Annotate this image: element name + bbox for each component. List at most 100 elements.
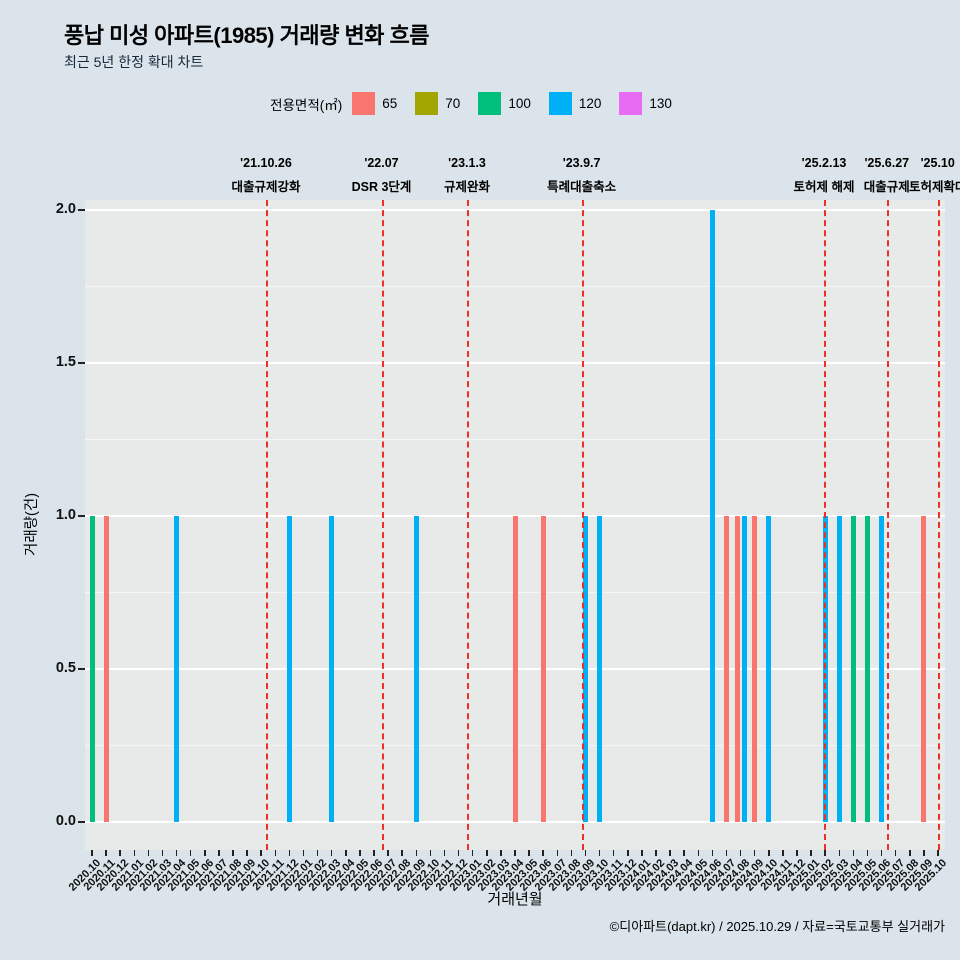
x-tick-mark — [218, 850, 220, 856]
x-tick-mark — [937, 850, 939, 856]
x-tick-mark — [500, 850, 502, 856]
gridline-major — [85, 362, 945, 364]
x-tick-mark — [316, 850, 319, 856]
event-label-'21.10.26: 대출규제강화 — [231, 180, 301, 194]
bar-2024.07-size-65 — [723, 516, 729, 822]
x-tick-mark — [641, 850, 643, 856]
x-tick-mark — [782, 850, 784, 856]
x-tick-mark — [866, 850, 869, 856]
x-axis-title: 거래년월 — [487, 891, 543, 908]
event-label-'23.9.7: 특례대출축소 — [547, 180, 617, 194]
x-tick-mark — [683, 850, 685, 856]
y-tick-label-0.0: 0.0 — [55, 813, 76, 829]
x-tick-mark — [443, 850, 446, 856]
x-tick-mark — [91, 850, 93, 856]
x-tick-mark — [401, 850, 403, 856]
x-tick-mark — [147, 850, 150, 856]
chart-caption: ©디아파트(dapt.kr) / 2025.10.29 / 자료=국토교통부 실… — [609, 919, 945, 934]
legend-swatch-70 — [415, 92, 439, 115]
legend-item-100: 100 — [478, 92, 531, 115]
legend-swatch-130 — [619, 92, 643, 115]
event-date-'23.1.3: '23.1.3 — [448, 156, 486, 170]
bar-2025.05-size-100 — [864, 516, 870, 822]
x-tick-mark — [852, 850, 855, 856]
legend-item-65: 65 — [352, 92, 397, 115]
x-tick-mark — [373, 850, 375, 856]
x-tick-mark — [175, 850, 178, 856]
x-tick-mark — [260, 850, 262, 856]
bar-2024.10-size-120 — [766, 516, 772, 822]
legend-swatch-100 — [478, 92, 502, 115]
x-tick-mark — [457, 850, 460, 856]
gridline-minor — [85, 439, 945, 440]
y-tick-mark — [78, 362, 85, 364]
bar-2021.12-size-120 — [286, 516, 292, 822]
x-tick-mark — [486, 850, 488, 856]
y-tick-label-2.0: 2.0 — [55, 201, 76, 217]
event-label-'25.6.27: 대출규제 — [863, 180, 910, 194]
x-tick-mark — [429, 850, 432, 856]
x-tick-mark — [345, 850, 347, 856]
event-date-'22.07: '22.07 — [364, 156, 399, 170]
event-date-'25.2.13: '25.2.13 — [801, 156, 847, 170]
x-tick-mark — [105, 850, 107, 856]
y-tick-label-1.0: 1.0 — [55, 507, 76, 523]
x-tick-mark — [612, 850, 615, 856]
bar-2022.03-size-120 — [329, 516, 335, 822]
x-tick-mark — [288, 850, 291, 856]
bar-2024.09-size-65 — [752, 516, 758, 822]
x-tick-mark — [528, 850, 530, 856]
x-tick-mark — [669, 850, 671, 856]
legend-label-65: 65 — [382, 96, 398, 111]
x-tick-mark — [330, 850, 333, 856]
x-tick-mark — [711, 850, 714, 856]
x-tick-mark — [302, 850, 305, 856]
x-tick-mark — [838, 850, 840, 856]
legend-title: 전용면적(㎡) — [270, 97, 343, 113]
event-label-'22.07: DSR 3단계 — [351, 180, 412, 194]
event-line-'23.9.7 — [581, 200, 584, 850]
event-date-'25.10: '25.10 — [920, 156, 955, 170]
bar-2020.11-size-65 — [103, 516, 109, 822]
x-tick-mark — [697, 850, 700, 856]
bar-2025.04-size-100 — [850, 516, 856, 822]
event-date-'23.9.7: '23.9.7 — [562, 156, 601, 170]
x-tick-mark — [880, 850, 883, 856]
x-tick-mark — [387, 850, 389, 856]
event-label-'25.10: 토허제확대 — [908, 180, 960, 194]
x-tick-mark — [753, 850, 756, 856]
event-line-'25.6.27 — [886, 200, 889, 850]
legend: 전용면적(㎡) 65 70 100 120 130 — [0, 92, 960, 115]
legend-label-130: 130 — [649, 96, 672, 111]
legend-item-120: 120 — [548, 92, 602, 115]
legend-item-70: 70 — [415, 92, 460, 115]
event-line-'25.2.13 — [824, 200, 827, 850]
page-subtitle: 최근 5년 한정 확대 차트 — [64, 54, 204, 70]
x-tick-mark — [725, 850, 728, 856]
x-tick-mark — [415, 850, 418, 856]
legend-label-120: 120 — [578, 96, 602, 111]
page-title: 풍납 미성 아파트(1985) 거래량 변화 흐름 — [64, 23, 430, 48]
x-tick-mark — [542, 850, 544, 856]
event-line-'21.10.26 — [266, 200, 268, 850]
event-line-'22.07 — [381, 200, 384, 850]
event-line-'23.1.3 — [467, 200, 470, 850]
x-tick-mark — [655, 850, 657, 856]
x-tick-mark — [598, 850, 601, 856]
x-tick-mark — [189, 850, 192, 856]
x-tick-mark — [796, 850, 798, 856]
y-tick-label-1.5: 1.5 — [55, 354, 76, 370]
event-date-'21.10.26: '21.10.26 — [240, 156, 292, 170]
gridline-major — [85, 209, 945, 211]
x-tick-mark — [556, 850, 559, 856]
event-line-'25.10 — [937, 200, 940, 850]
x-tick-mark — [810, 850, 812, 856]
legend-item-130: 130 — [619, 92, 672, 115]
x-tick-mark — [133, 850, 136, 856]
event-label-'25.2.13: 토허제 해제 — [793, 180, 855, 194]
x-tick-mark — [909, 850, 911, 856]
bar-2025.03-size-120 — [836, 516, 842, 822]
x-tick-mark — [584, 850, 587, 856]
x-tick-mark — [471, 850, 474, 856]
x-tick-mark — [768, 850, 770, 856]
